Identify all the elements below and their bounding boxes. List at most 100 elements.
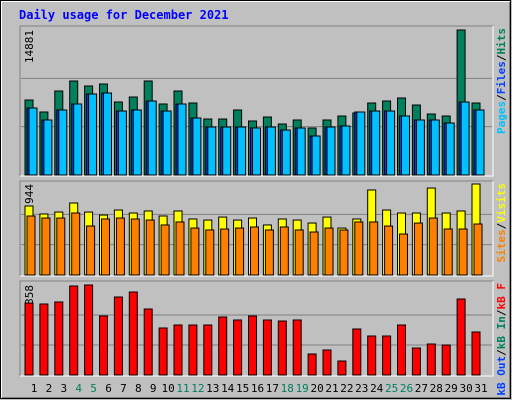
- bar: [101, 218, 110, 276]
- bar: [292, 319, 302, 376]
- bar: [307, 353, 317, 376]
- bar: [86, 225, 96, 276]
- x-tick-label: 8: [135, 382, 142, 395]
- bar: [441, 344, 451, 376]
- x-tick-label: 9: [150, 382, 157, 395]
- bar: [41, 217, 51, 276]
- x-tick-label: 28: [430, 382, 443, 395]
- x-tick-label: 14: [221, 382, 235, 395]
- bar: [401, 115, 410, 176]
- bar: [188, 324, 198, 376]
- legend-separator: /: [495, 349, 508, 356]
- bar: [69, 285, 79, 376]
- panel-highlight: [20, 281, 494, 377]
- bar: [322, 349, 332, 376]
- bar: [160, 224, 170, 276]
- x-tick-label: 12: [191, 382, 204, 395]
- bar: [252, 127, 261, 176]
- bar: [26, 215, 36, 276]
- x-tick-label: 27: [415, 382, 428, 395]
- bar: [277, 320, 287, 376]
- x-tick-label: 3: [60, 382, 67, 395]
- x-tick-label: 2: [46, 382, 53, 395]
- bar: [458, 228, 468, 276]
- legend-entry: Visits: [495, 183, 508, 223]
- y-tick-label: 14881: [23, 30, 36, 63]
- bar: [56, 217, 66, 276]
- x-tick-label: 18: [281, 382, 294, 395]
- bar: [233, 319, 243, 376]
- bar: [162, 110, 172, 176]
- bar: [145, 219, 155, 276]
- x-tick-label: 26: [400, 382, 413, 395]
- x-tick-label: 19: [296, 382, 309, 395]
- bar: [190, 227, 200, 276]
- bar: [264, 229, 274, 276]
- bar: [311, 135, 321, 176]
- bar: [237, 126, 247, 176]
- bar: [411, 347, 421, 376]
- bar: [456, 298, 466, 376]
- x-tick-label: 11: [176, 382, 189, 395]
- bar: [309, 231, 319, 276]
- bar: [367, 335, 377, 376]
- bar: [426, 343, 436, 376]
- bar: [326, 126, 336, 176]
- bar: [337, 360, 347, 376]
- bar: [203, 324, 213, 376]
- bar: [58, 109, 68, 176]
- bar: [177, 103, 187, 176]
- legend-entry: Sites: [495, 229, 508, 262]
- bar: [475, 109, 485, 176]
- bar: [175, 221, 185, 276]
- x-tick-label: 21: [325, 382, 338, 395]
- x-tick-label: 29: [445, 382, 458, 395]
- bar: [352, 328, 362, 376]
- panel-highlight: [20, 181, 494, 277]
- bar: [266, 126, 276, 176]
- bar: [115, 217, 125, 276]
- bar: [88, 93, 98, 176]
- legend-entry: Hits: [495, 28, 508, 55]
- bar: [143, 308, 153, 376]
- bar: [54, 301, 64, 376]
- chart-title: Daily usage for December 2021: [19, 8, 229, 22]
- bar: [397, 324, 406, 376]
- legend-entry: Files: [495, 61, 508, 94]
- bar: [428, 217, 438, 276]
- bar: [117, 110, 127, 176]
- bar: [443, 228, 453, 276]
- bar: [248, 315, 257, 376]
- legend-entry: kB F: [495, 283, 508, 310]
- legend-entry: Pages: [495, 101, 508, 134]
- bar: [460, 101, 470, 176]
- x-tick-label: 1: [31, 382, 38, 395]
- x-tick-label: 10: [161, 382, 174, 395]
- bar: [71, 212, 81, 276]
- bar: [294, 229, 304, 276]
- x-tick-label: 4: [75, 382, 82, 395]
- bar: [147, 100, 157, 176]
- bar: [384, 225, 394, 276]
- x-tick-label: 7: [120, 382, 127, 395]
- legend-separator: /: [495, 54, 508, 61]
- bar: [371, 110, 381, 176]
- legend: kB Out/kB In/kB F: [495, 283, 508, 396]
- legend-separator: /: [495, 94, 508, 101]
- bar: [250, 226, 259, 276]
- bar: [218, 316, 228, 376]
- legend-separator: /: [495, 222, 508, 229]
- x-tick-label: 6: [105, 382, 112, 395]
- bar: [207, 126, 217, 176]
- bar: [220, 228, 230, 276]
- bar: [281, 129, 291, 176]
- bar: [415, 119, 425, 176]
- bar: [43, 119, 53, 176]
- x-tick-label: 31: [474, 382, 487, 395]
- x-tick-label: 13: [206, 382, 219, 395]
- legend: Sites/Visits: [495, 183, 508, 263]
- x-tick-label: 5: [90, 382, 97, 395]
- bar: [471, 331, 481, 376]
